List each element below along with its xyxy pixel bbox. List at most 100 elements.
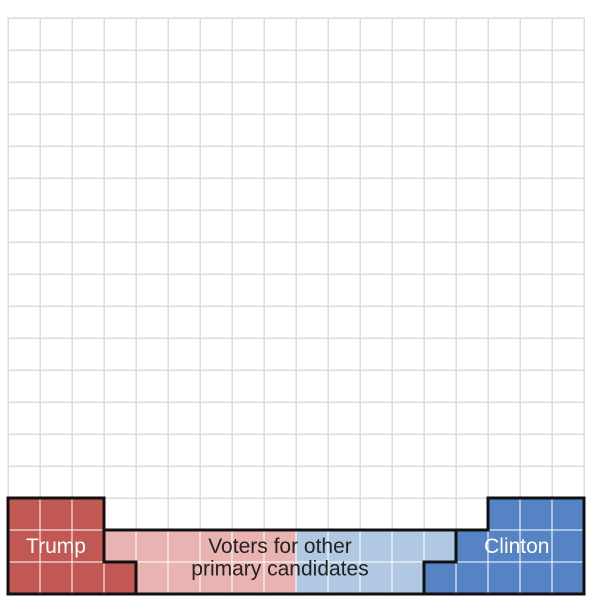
clinton-cell (455, 561, 489, 595)
empty-cell (135, 81, 169, 115)
empty-cell (487, 113, 521, 147)
empty-cell (519, 209, 553, 243)
empty-cell (71, 81, 105, 115)
empty-cell (135, 241, 169, 275)
empty-cell (71, 401, 105, 435)
empty-cell (103, 433, 137, 467)
empty-cell (327, 273, 361, 307)
empty-cell (199, 81, 233, 115)
trump-cell (103, 561, 137, 595)
empty-cell (263, 465, 297, 499)
empty-cell (199, 177, 233, 211)
empty-cell (263, 305, 297, 339)
other-democrat-cell (359, 529, 393, 563)
empty-cell (199, 465, 233, 499)
empty-cell (327, 17, 361, 51)
empty-cell (423, 273, 457, 307)
empty-cell (487, 81, 521, 115)
other-democrat-cell (391, 529, 425, 563)
empty-cell (391, 81, 425, 115)
empty-cell (295, 273, 329, 307)
empty-cell (327, 145, 361, 179)
clinton-cell (423, 561, 457, 595)
empty-cell (71, 49, 105, 83)
empty-cell (103, 241, 137, 275)
empty-cell (135, 305, 169, 339)
empty-cell (519, 49, 553, 83)
empty-cell (391, 17, 425, 51)
empty-cell (39, 241, 73, 275)
empty-cell (519, 241, 553, 275)
empty-cell (359, 337, 393, 371)
empty-cell (167, 369, 201, 403)
empty-cell (199, 113, 233, 147)
empty-cell (39, 401, 73, 435)
empty-cell (39, 81, 73, 115)
empty-cell (519, 273, 553, 307)
empty-cell (7, 273, 41, 307)
empty-cell (39, 273, 73, 307)
empty-cell (455, 369, 489, 403)
empty-cell (423, 145, 457, 179)
empty-cell (167, 305, 201, 339)
empty-cell (135, 497, 169, 531)
empty-cell (455, 465, 489, 499)
empty-cell (71, 113, 105, 147)
other-candidates-label-line-1: Voters for other (208, 535, 352, 558)
empty-cell (487, 241, 521, 275)
region-outlines (6, 496, 586, 596)
empty-cell (455, 177, 489, 211)
empty-cell (199, 369, 233, 403)
empty-cell (423, 305, 457, 339)
empty-cell (135, 433, 169, 467)
empty-cell (135, 401, 169, 435)
empty-cell (263, 113, 297, 147)
empty-cell (135, 369, 169, 403)
empty-cell (519, 17, 553, 51)
empty-cell (487, 177, 521, 211)
empty-cell (39, 369, 73, 403)
empty-cell (519, 433, 553, 467)
empty-cell (71, 177, 105, 211)
region-labels: Trump Clinton Voters for other primary c… (26, 535, 549, 580)
empty-cell (7, 17, 41, 51)
empty-cell (7, 465, 41, 499)
empty-cell (519, 369, 553, 403)
empty-cell (551, 401, 585, 435)
empty-cell (295, 497, 329, 531)
other-republican-cell (263, 561, 297, 595)
empty-cell (103, 465, 137, 499)
empty-cell (519, 305, 553, 339)
empty-cell (551, 81, 585, 115)
trump-cell (39, 529, 73, 563)
empty-cell (295, 17, 329, 51)
empty-cell (359, 401, 393, 435)
empty-cell (487, 17, 521, 51)
clinton-cell (487, 529, 521, 563)
empty-cell (231, 113, 265, 147)
empty-cell (199, 337, 233, 371)
empty-cell (71, 209, 105, 243)
empty-cell (391, 209, 425, 243)
empty-cell (327, 369, 361, 403)
empty-cell (551, 209, 585, 243)
empty-cell (551, 273, 585, 307)
empty-cell (103, 177, 137, 211)
empty-cell (7, 401, 41, 435)
other-democrat-cell (359, 561, 393, 595)
empty-cell (7, 145, 41, 179)
empty-cell (263, 369, 297, 403)
empty-cell (327, 337, 361, 371)
empty-cell (135, 273, 169, 307)
empty-cell (167, 145, 201, 179)
empty-cell (423, 401, 457, 435)
empty-cell (263, 241, 297, 275)
empty-cell (167, 81, 201, 115)
empty-cell (551, 305, 585, 339)
empty-cell (359, 497, 393, 531)
empty-cell (39, 17, 73, 51)
trump-cell (71, 497, 105, 531)
empty-cell (391, 465, 425, 499)
empty-cell (231, 369, 265, 403)
